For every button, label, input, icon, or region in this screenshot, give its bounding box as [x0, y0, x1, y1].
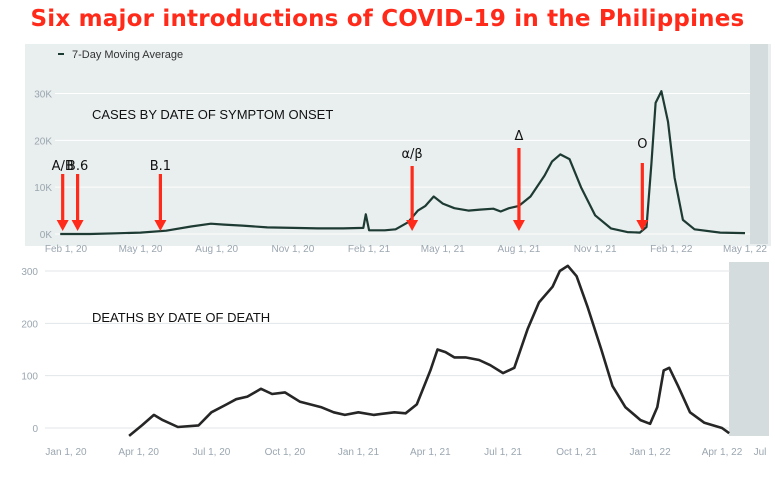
cases-series-line: [60, 90, 746, 236]
cases-shaded-region: [750, 44, 768, 244]
legend-label: 7-Day Moving Average: [72, 49, 183, 61]
deaths-x-tick: Oct 1, 20: [265, 447, 306, 458]
cases-x-tick: Nov 1, 20: [271, 244, 314, 255]
marker-arrow-head: [636, 220, 649, 231]
deaths-x-tick: Apr 1, 21: [410, 447, 451, 458]
cases-y-tick: 10K: [34, 183, 52, 194]
deaths-x-tick: Apr 1, 22: [702, 447, 743, 458]
cases-panel-background: [25, 44, 771, 246]
cases-grid: [55, 93, 750, 235]
deaths-annotation: DEATHS BY DATE OF DEATH: [92, 310, 270, 325]
cases-x-tick: May 1, 22: [723, 244, 767, 255]
cases-x-tick: Nov 1, 21: [574, 244, 617, 255]
cases-y-tick: 30K: [34, 90, 52, 101]
deaths-x-tick: Jan 1, 21: [338, 447, 380, 458]
marker-arrow: [56, 174, 69, 231]
deaths-x-tick: Oct 1, 21: [556, 447, 597, 458]
marker-arrow: [154, 174, 167, 231]
marker-label: A/B: [52, 159, 74, 174]
cases-tick-labels: 0K 10K 20K 30K Feb 1, 20 May 1, 20 Aug 1, 20 No…: [34, 90, 767, 256]
cases-x-tick: May 1, 21: [421, 244, 465, 255]
marker-label: O: [637, 137, 647, 152]
chart-title: Six major introductions of COVID-19 in t…: [30, 6, 745, 32]
cases-x-tick: Aug 1, 21: [498, 244, 541, 255]
marker-arrow-head: [71, 220, 84, 231]
variant-markers: A/BB.6 B.1 α/β Δ O: [52, 129, 649, 231]
cases-x-tick: Feb 1, 20: [45, 244, 88, 255]
marker-arrow: [71, 174, 84, 231]
deaths-x-tick: Jul: [754, 447, 767, 458]
marker-arrow: [512, 148, 525, 231]
marker-label: Δ: [514, 129, 523, 144]
deaths-x-tick: Jan 1, 20: [45, 447, 87, 458]
cases-x-tick: Feb 1, 21: [348, 244, 391, 255]
deaths-tick-labels: 0 100 200 300 Jan 1, 20 Apr 1, 20 Jul 1, 20 Oct…: [21, 267, 766, 458]
deaths-x-tick: Jan 1, 22: [630, 447, 672, 458]
cases-y-tick: 20K: [34, 136, 52, 147]
marker-arrow-head: [154, 220, 167, 231]
deaths-series-line: [128, 264, 730, 437]
cases-y-tick: 0K: [40, 230, 53, 241]
deaths-y-tick: 300: [21, 267, 38, 278]
marker-label: α/β: [401, 147, 422, 162]
marker-arrow: [406, 166, 419, 231]
cases-x-tick: May 1, 20: [119, 244, 163, 255]
deaths-x-tick: Jul 1, 21: [484, 447, 522, 458]
deaths-x-tick: Jul 1, 20: [193, 447, 231, 458]
deaths-y-tick: 0: [32, 424, 38, 435]
marker-arrow-head: [512, 220, 525, 231]
deaths-grid: [45, 270, 730, 429]
deaths-y-tick: 100: [21, 372, 38, 383]
cases-x-tick: Aug 1, 20: [195, 244, 238, 255]
deaths-shaded-region: [729, 262, 769, 436]
marker-arrow: [636, 163, 649, 231]
marker-label: B.1: [150, 159, 171, 174]
marker-arrow-head: [56, 220, 69, 231]
marker-label: B.6: [67, 159, 88, 174]
deaths-x-tick: Apr 1, 20: [118, 447, 159, 458]
deaths-y-tick: 200: [21, 319, 38, 330]
marker-arrow-head: [406, 220, 419, 231]
cases-annotation: CASES BY DATE OF SYMPTOM ONSET: [92, 107, 333, 122]
cases-x-tick: Feb 1, 22: [650, 244, 693, 255]
deaths-panel-background: [25, 258, 771, 464]
